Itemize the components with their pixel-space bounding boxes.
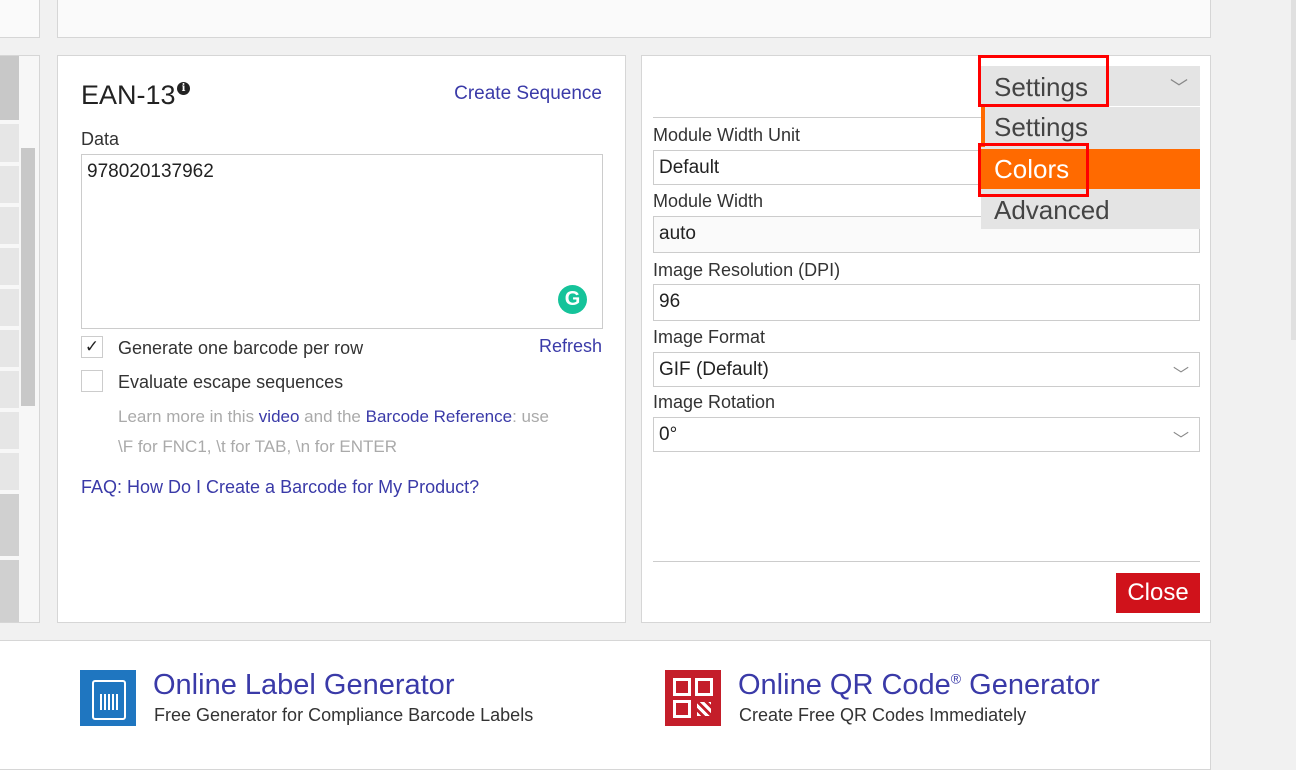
promo-panel: Online Label Generator Free Generator fo… bbox=[0, 640, 1211, 770]
label-generator-link[interactable]: Online Label Generator bbox=[153, 669, 455, 701]
format-select[interactable]: GIF (Default) ﹀ bbox=[653, 352, 1200, 387]
highlight-box bbox=[978, 143, 1089, 197]
barcode-panel: EAN-13 i Create Sequence Data 9780201379… bbox=[57, 55, 626, 623]
chevron-down-icon: ﹀ bbox=[1172, 367, 1189, 384]
top-panel bbox=[57, 0, 1211, 38]
chevron-down-icon: ﹀ bbox=[1172, 432, 1189, 449]
option-advanced[interactable]: Advanced bbox=[994, 195, 1110, 225]
format-label: Image Format bbox=[653, 327, 766, 347]
escape-checkbox[interactable] bbox=[81, 370, 103, 392]
grammarly-icon[interactable]: G bbox=[558, 285, 587, 314]
section-select-value: Settings bbox=[994, 72, 1088, 102]
settings-panel: Module Width Unit Default Module Width a… bbox=[641, 55, 1211, 623]
one-per-row-checkbox[interactable]: ✓ bbox=[81, 336, 103, 358]
label-generator-subtitle: Free Generator for Compliance Barcode La… bbox=[154, 705, 534, 725]
create-sequence-link[interactable]: Create Sequence bbox=[454, 83, 602, 104]
escape-help: Learn more in this video and the Barcode… bbox=[118, 407, 549, 456]
top-left-panel bbox=[0, 0, 40, 38]
refresh-link[interactable]: Refresh bbox=[538, 336, 602, 356]
qr-generator-subtitle: Create Free QR Codes Immediately bbox=[739, 705, 1027, 725]
option-settings[interactable]: Settings bbox=[994, 112, 1088, 142]
data-value: 978020137962 bbox=[87, 161, 214, 182]
module-width-label: Module Width bbox=[653, 191, 764, 211]
barcode-title: EAN-13 bbox=[81, 80, 176, 110]
data-textarea[interactable]: 978020137962 bbox=[81, 154, 603, 329]
rotation-label: Image Rotation bbox=[653, 392, 776, 412]
faq-link[interactable]: FAQ: How Do I Create a Barcode for My Pr… bbox=[81, 477, 480, 497]
option-colors[interactable]: Colors bbox=[981, 149, 1200, 189]
one-per-row-label: Generate one barcode per row bbox=[118, 338, 364, 358]
section-select[interactable]: Settings ﹀ bbox=[981, 66, 1200, 106]
video-link[interactable]: video bbox=[258, 407, 300, 426]
side-list bbox=[0, 55, 40, 623]
dpi-input[interactable]: 96 bbox=[653, 284, 1200, 321]
rotation-select[interactable]: 0° ﹀ bbox=[653, 417, 1200, 452]
module-width-unit-label: Module Width Unit bbox=[653, 125, 801, 145]
page-scrollbar[interactable] bbox=[1291, 0, 1296, 340]
barcode-reference-link[interactable]: Barcode Reference bbox=[365, 407, 513, 426]
highlight-box bbox=[978, 55, 1109, 107]
qr-generator-icon[interactable] bbox=[665, 670, 721, 726]
info-icon[interactable]: i bbox=[177, 82, 190, 95]
data-label: Data bbox=[81, 129, 120, 149]
chevron-down-icon: ﹀ bbox=[1170, 78, 1188, 98]
label-generator-icon[interactable] bbox=[80, 670, 136, 726]
close-button[interactable]: Close bbox=[1116, 573, 1200, 613]
dpi-label: Image Resolution (DPI) bbox=[653, 260, 841, 280]
qr-generator-link[interactable]: Online QR Code® Generator bbox=[738, 669, 1100, 701]
escape-label: Evaluate escape sequences bbox=[118, 372, 344, 392]
section-dropdown: Settings Colors Advanced bbox=[981, 107, 1200, 229]
side-scrollbar[interactable] bbox=[21, 148, 35, 406]
